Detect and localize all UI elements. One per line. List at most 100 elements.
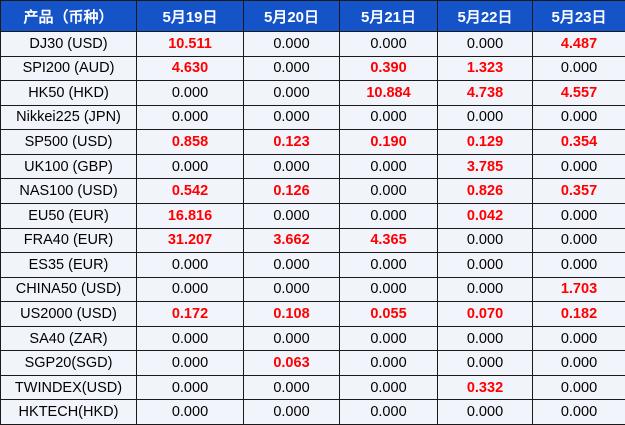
value-cell: 0.000: [136, 276, 244, 303]
value-cell: 10.884: [339, 80, 438, 106]
value-cell: 0.000: [339, 202, 438, 229]
value-cell: 0.332: [437, 374, 533, 401]
table-row: CHINA50 (USD) 0.000 0.000 0.000 0.000 1.703: [0, 276, 625, 303]
value-cell: 0.354: [532, 129, 625, 155]
value-cell: 0.063: [243, 350, 340, 376]
value-cell: 4.630: [136, 55, 244, 82]
value-cell: 0.126: [243, 178, 340, 204]
value-cell: 16.816: [136, 202, 244, 229]
value-cell: 0.000: [136, 399, 244, 425]
value-cell: 0.000: [339, 325, 438, 352]
value-cell: 0.000: [339, 252, 438, 278]
value-cell: 0.000: [243, 252, 340, 278]
value-cell: 0.000: [437, 252, 533, 278]
table-row: HKTECH(HKD) 0.000 0.000 0.000 0.000 0.000: [0, 399, 625, 425]
value-cell: 0.070: [437, 301, 533, 327]
value-cell: 0.000: [339, 399, 438, 425]
value-cell: 0.000: [437, 399, 533, 425]
table-row: ES35 (EUR) 0.000 0.000 0.000 0.000 0.000: [0, 252, 625, 278]
value-cell: 0.000: [243, 80, 340, 106]
value-cell: 0.000: [136, 252, 244, 278]
product-cell: US2000 (USD): [0, 301, 137, 327]
value-cell: 0.000: [532, 374, 625, 401]
value-cell: 0.190: [339, 129, 438, 155]
value-cell: 0.055: [339, 301, 438, 327]
value-cell: 0.000: [339, 374, 438, 401]
table-row: SGP20(SGD) 0.000 0.063 0.000 0.000 0.000: [0, 350, 625, 376]
value-cell: 0.000: [243, 202, 340, 229]
product-cell: CHINA50 (USD): [0, 276, 137, 303]
value-cell: 0.182: [532, 301, 625, 327]
value-cell: 0.542: [136, 178, 244, 204]
value-cell: 0.000: [532, 325, 625, 352]
value-cell: 0.123: [243, 129, 340, 155]
value-cell: 0.000: [532, 227, 625, 254]
value-cell: 0.000: [136, 104, 244, 131]
value-cell: 0.000: [532, 55, 625, 82]
product-cell: ES35 (EUR): [0, 252, 137, 278]
value-cell: 0.000: [243, 374, 340, 401]
value-cell: 0.000: [136, 153, 244, 180]
value-cell: 0.858: [136, 129, 244, 155]
value-cell: 0.000: [437, 227, 533, 254]
value-cell: 31.207: [136, 227, 244, 254]
product-column-header: 产品（币种）: [0, 0, 137, 32]
value-cell: 0.000: [339, 153, 438, 180]
date-column-header: 5月22日: [437, 0, 533, 32]
value-cell: 0.000: [136, 374, 244, 401]
value-cell: 0.000: [339, 350, 438, 376]
table-row: FRA40 (EUR) 31.207 3.662 4.365 0.000 0.000: [0, 227, 625, 254]
table-row: SA40 (ZAR) 0.000 0.000 0.000 0.000 0.000: [0, 325, 625, 352]
value-cell: 0.000: [243, 399, 340, 425]
value-cell: 0.000: [437, 325, 533, 352]
value-cell: 0.000: [339, 104, 438, 131]
header-row: 产品（币种） 5月19日 5月20日 5月21日 5月22日 5月23日: [0, 0, 625, 32]
value-cell: 0.000: [437, 350, 533, 376]
value-cell: 0.357: [532, 178, 625, 204]
value-cell: 0.000: [532, 399, 625, 425]
value-cell: 0.000: [339, 31, 438, 57]
table-row: US2000 (USD) 0.172 0.108 0.055 0.070 0.182: [0, 301, 625, 327]
value-cell: 0.000: [437, 104, 533, 131]
value-cell: 3.785: [437, 153, 533, 180]
table-row: SPI200 (AUD) 4.630 0.000 0.390 1.323 0.000: [0, 55, 625, 82]
table-row: HK50 (HKD) 0.000 0.000 10.884 4.738 4.557: [0, 80, 625, 106]
value-cell: 0.826: [437, 178, 533, 204]
table-row: DJ30 (USD) 10.511 0.000 0.000 0.000 4.487: [0, 31, 625, 57]
value-cell: 0.000: [243, 55, 340, 82]
product-cell: TWINDEX(USD): [0, 374, 137, 401]
value-cell: 0.000: [532, 153, 625, 180]
value-cell: 0.000: [136, 80, 244, 106]
table-body: DJ30 (USD) 10.511 0.000 0.000 0.000 4.487 SPI2…: [0, 31, 625, 425]
value-cell: 0.000: [243, 325, 340, 352]
table-row: SP500 (USD) 0.858 0.123 0.190 0.129 0.354: [0, 129, 625, 155]
table-row: EU50 (EUR) 16.816 0.000 0.000 0.042 0.000: [0, 202, 625, 229]
value-cell: 0.042: [437, 202, 533, 229]
value-cell: 4.738: [437, 80, 533, 106]
product-cell: SA40 (ZAR): [0, 325, 137, 352]
value-cell: 0.000: [532, 252, 625, 278]
value-cell: 0.000: [243, 276, 340, 303]
value-cell: 0.000: [532, 104, 625, 131]
product-cell: NAS100 (USD): [0, 178, 137, 204]
table-row: TWINDEX(USD) 0.000 0.000 0.000 0.332 0.000: [0, 374, 625, 401]
value-cell: 0.000: [243, 153, 340, 180]
value-cell: 0.000: [339, 178, 438, 204]
value-cell: 3.662: [243, 227, 340, 254]
value-cell: 0.000: [437, 276, 533, 303]
product-cell: HKTECH(HKD): [0, 399, 137, 425]
value-cell: 0.129: [437, 129, 533, 155]
table-row: UK100 (GBP) 0.000 0.000 0.000 3.785 0.000: [0, 153, 625, 180]
date-column-header: 5月21日: [339, 0, 438, 32]
value-cell: 10.511: [136, 31, 244, 57]
value-cell: 1.703: [532, 276, 625, 303]
value-cell: 0.000: [437, 31, 533, 57]
product-cell: HK50 (HKD): [0, 80, 137, 106]
value-cell: 4.365: [339, 227, 438, 254]
product-cell: UK100 (GBP): [0, 153, 137, 180]
value-cell: 0.390: [339, 55, 438, 82]
table-header: 产品（币种） 5月19日 5月20日 5月21日 5月22日 5月23日: [0, 0, 625, 32]
value-cell: 1.323: [437, 55, 533, 82]
product-cell: Nikkei225 (JPN): [0, 104, 137, 131]
value-cell: 0.000: [136, 325, 244, 352]
